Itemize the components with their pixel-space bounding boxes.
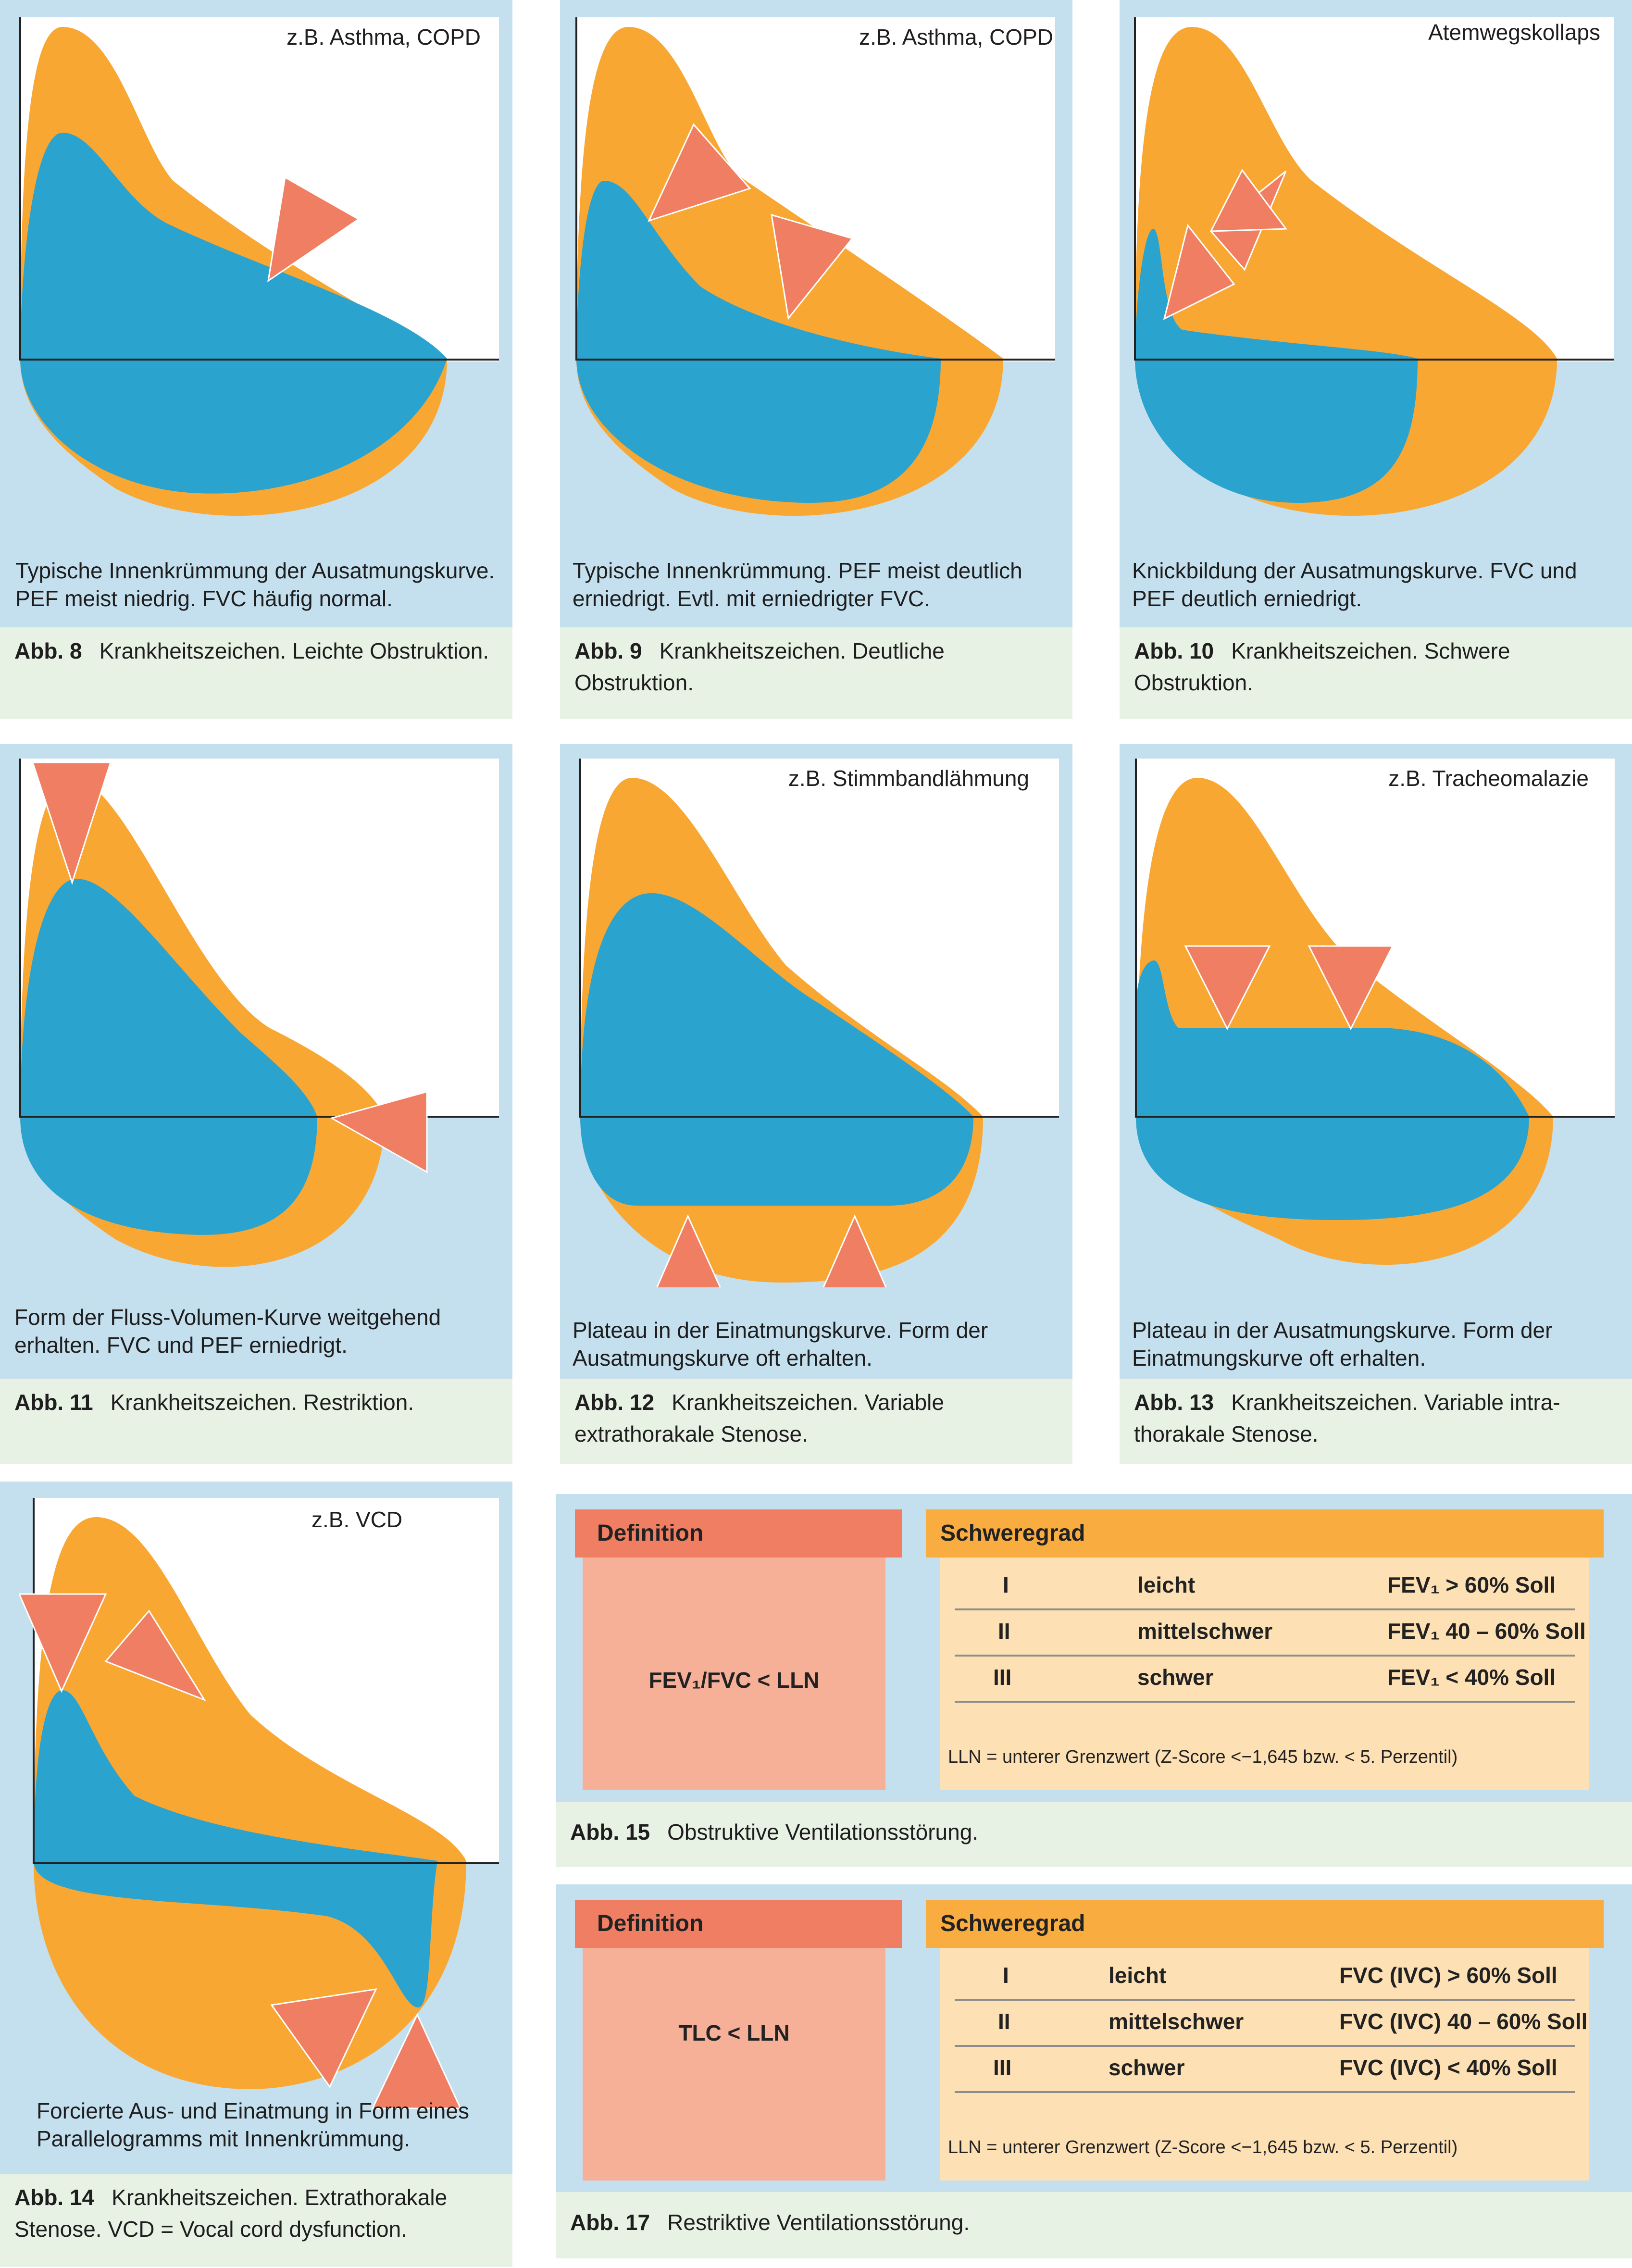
definition-header: Definition <box>575 1509 902 1558</box>
severity-header: Schweregrad <box>926 1900 1604 1948</box>
flow-volume-plot <box>575 17 1056 546</box>
condition-label: z.B. Asthma, COPD <box>859 25 1053 50</box>
patient-curve <box>580 893 973 1206</box>
arrow-marker <box>371 2013 462 2109</box>
description: Typische Innenkrümmung. PEF meist deutli… <box>573 558 1022 611</box>
condition-label: z.B. VCD <box>311 1507 403 1532</box>
flow-volume-plot <box>19 759 500 1287</box>
caption: Abb. 14 Krankheitszeichen. Extrathorakale… <box>0 2174 512 2267</box>
description: Form der Fluss-Volumen-Kurve weitgehend e… <box>14 1305 441 1358</box>
flow-volume-plot <box>19 17 500 546</box>
severity-box: I leicht FEV₁ > 60% Soll II mittelschwer… <box>940 1558 1589 1790</box>
table-row: II mittelschwer FEV₁ 40 – 60% Soll <box>955 1608 1586 1657</box>
patient-curve <box>34 1690 437 2007</box>
table-row: I leicht FEV₁ > 60% Soll <box>955 1562 1575 1610</box>
arrow-marker <box>648 123 751 222</box>
arrow-marker <box>104 1609 206 1702</box>
arrow-marker <box>1184 945 1271 1031</box>
caption: Abb. 9 Krankheitszeichen. Deutliche Obstr… <box>560 627 1072 719</box>
caption: Abb. 10 Krankheitszeichen. Schwere Obstru… <box>1120 627 1632 719</box>
figure-abb14: z.B. VCD Forcierte Aus- und Einatmung in… <box>0 1482 512 2267</box>
patient-curve <box>1135 229 1418 503</box>
arrow-marker <box>270 1988 377 2088</box>
figure-abb10: Atemwegskollaps Knickbildung der Ausatmu… <box>1120 0 1632 719</box>
condition-label: Atemwegskollaps <box>1428 20 1600 45</box>
caption: Abb. 17 Restriktive Ventilationsstörung. <box>556 2192 1632 2258</box>
footnote: LLN = unterer Grenzwert (Z-Score <−1,645… <box>948 1747 1458 1767</box>
figure-abb8: z.B. Asthma, COPD Typische Innenkrümmung… <box>0 0 512 719</box>
description: Forcierte Aus- und Einatmung in Form ein… <box>37 2098 469 2151</box>
table-row: II mittelschwer FVC (IVC) 40 – 60% Soll <box>955 1999 1587 2047</box>
arrow-marker <box>822 1214 887 1287</box>
caption: Abb. 12 Krankheitszeichen. Variable extra… <box>560 1379 1072 1464</box>
arrow-marker <box>656 1214 721 1287</box>
arrow-marker <box>1308 945 1394 1031</box>
definition-header: Definition <box>575 1900 902 1948</box>
footnote: LLN = unterer Grenzwert (Z-Score <−1,645… <box>948 2137 1458 2157</box>
table-row: III schwer FEV₁ < 40% Soll <box>955 1655 1575 1703</box>
definition-text: FEV₁/FVC < LLN <box>648 1668 820 1693</box>
figure-abb12: z.B. Stimmbandlähmung Plateau in der Ein… <box>560 744 1072 1464</box>
arrow-marker <box>1163 224 1235 320</box>
figure-abb9: z.B. Asthma, COPD Typische Innenkrümmung… <box>560 0 1072 719</box>
figure-abb11: Form der Fluss-Volumen-Kurve weitgehend e… <box>0 744 512 1464</box>
arrow-marker <box>31 761 112 885</box>
arrow-marker <box>330 1091 428 1173</box>
patient-curve <box>576 181 941 503</box>
condition-label: z.B. Tracheomalazie <box>1388 766 1589 791</box>
definition-text: TLC < LLN <box>678 2020 790 2045</box>
description: Plateau in der Ausatmungskurve. Form der… <box>1132 1318 1553 1371</box>
arrow-marker <box>19 1593 107 1693</box>
description: Knickbildung der Ausatmungskurve. FVC un… <box>1132 558 1577 611</box>
patient-curve <box>1136 960 1529 1220</box>
patient-curve <box>20 879 317 1235</box>
arrow-marker <box>771 213 854 320</box>
condition-label: z.B. Asthma, COPD <box>287 25 481 50</box>
arrow-marker <box>267 176 360 283</box>
description: Plateau in der Einatmungskurve. Form der… <box>573 1318 988 1371</box>
table-row: I leicht FVC (IVC) > 60% Soll <box>955 1953 1575 2001</box>
table-abb15: Definition FEV₁/FVC < LLN Schweregrad I … <box>556 1494 1632 1867</box>
caption: Abb. 11 Krankheitszeichen. Restriktion. <box>0 1379 512 1464</box>
severity-header: Schweregrad <box>926 1509 1604 1558</box>
definition-box: TLC < LLN <box>583 1948 885 2181</box>
flow-volume-plot <box>1135 759 1616 1287</box>
severity-box: I leicht FVC (IVC) > 60% Soll II mittels… <box>940 1948 1589 2181</box>
condition-label: z.B. Stimmbandlähmung <box>788 766 1029 791</box>
flow-volume-plot <box>579 759 1060 1287</box>
arrow-marker <box>1209 169 1287 232</box>
caption: Abb. 15 Obstruktive Ventilationsstörung. <box>556 1802 1632 1867</box>
figure-abb13: z.B. Tracheomalazie Plateau in der Ausat… <box>1120 744 1632 1464</box>
flow-volume-plot <box>19 1498 500 2123</box>
caption: Abb. 8 Krankheitszeichen. Leichte Obstruk… <box>0 627 512 719</box>
patient-curve <box>20 133 447 494</box>
flow-volume-plot <box>1134 17 1615 546</box>
description: Typische Innenkrümmung der Ausatmungskur… <box>15 558 495 611</box>
caption: Abb. 13 Krankheitszeichen. Variable intra… <box>1120 1379 1632 1464</box>
definition-box: FEV₁/FVC < LLN <box>583 1558 885 1790</box>
table-abb17: Definition TLC < LLN Schweregrad I leich… <box>556 1884 1632 2258</box>
table-row: III schwer FVC (IVC) < 40% Soll <box>955 2045 1575 2093</box>
